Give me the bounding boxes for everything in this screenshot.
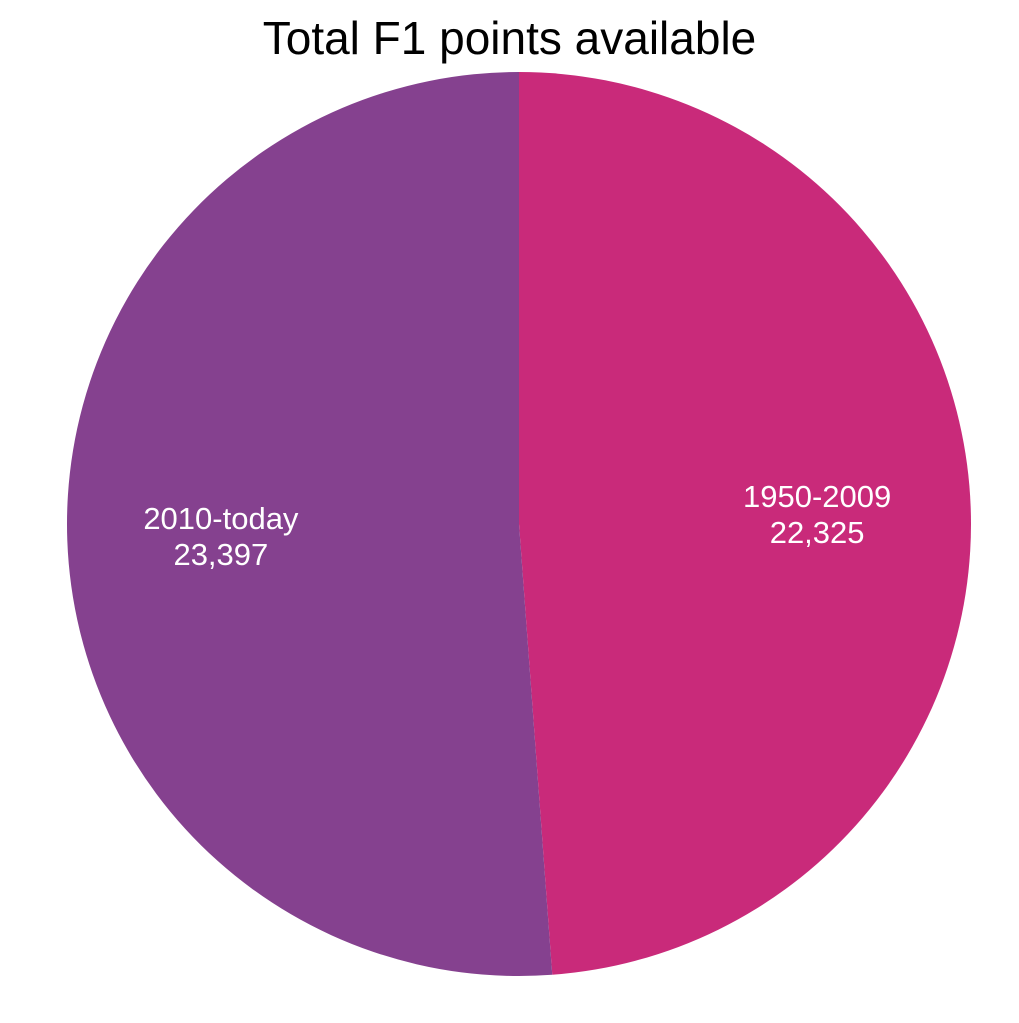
pie-slice-1 bbox=[519, 72, 972, 975]
pie-slices bbox=[67, 72, 972, 976]
slice-category-label: 1950-2009 bbox=[743, 479, 891, 514]
slice-value-label: 22,325 bbox=[770, 515, 865, 550]
slice-category-label: 2010-today bbox=[143, 501, 299, 536]
slice-value-label: 23,397 bbox=[173, 537, 268, 572]
chart-title: Total F1 points available bbox=[262, 12, 757, 64]
pie-slice-2 bbox=[67, 72, 553, 976]
